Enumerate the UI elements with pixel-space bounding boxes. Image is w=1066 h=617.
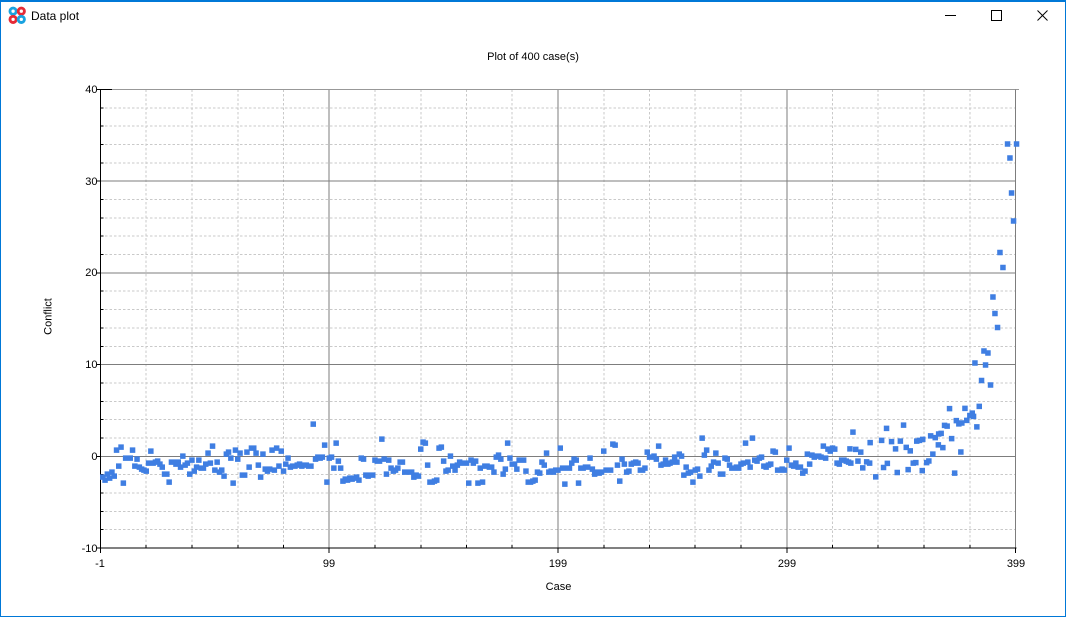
svg-text:-10: -10: [82, 543, 98, 555]
svg-text:0: 0: [91, 451, 97, 463]
svg-text:99: 99: [323, 558, 335, 570]
svg-text:20: 20: [85, 267, 97, 279]
svg-text:10: 10: [85, 359, 97, 371]
svg-text:Case: Case: [546, 581, 572, 593]
svg-text:40: 40: [85, 84, 97, 96]
svg-text:199: 199: [549, 558, 567, 570]
svg-text:Conflict: Conflict: [43, 298, 55, 335]
svg-text:-1: -1: [95, 558, 105, 570]
svg-text:399: 399: [1007, 558, 1025, 570]
svg-text:30: 30: [85, 176, 97, 188]
svg-text:299: 299: [778, 558, 796, 570]
svg-text:Plot of 400 case(s): Plot of 400 case(s): [487, 51, 579, 63]
